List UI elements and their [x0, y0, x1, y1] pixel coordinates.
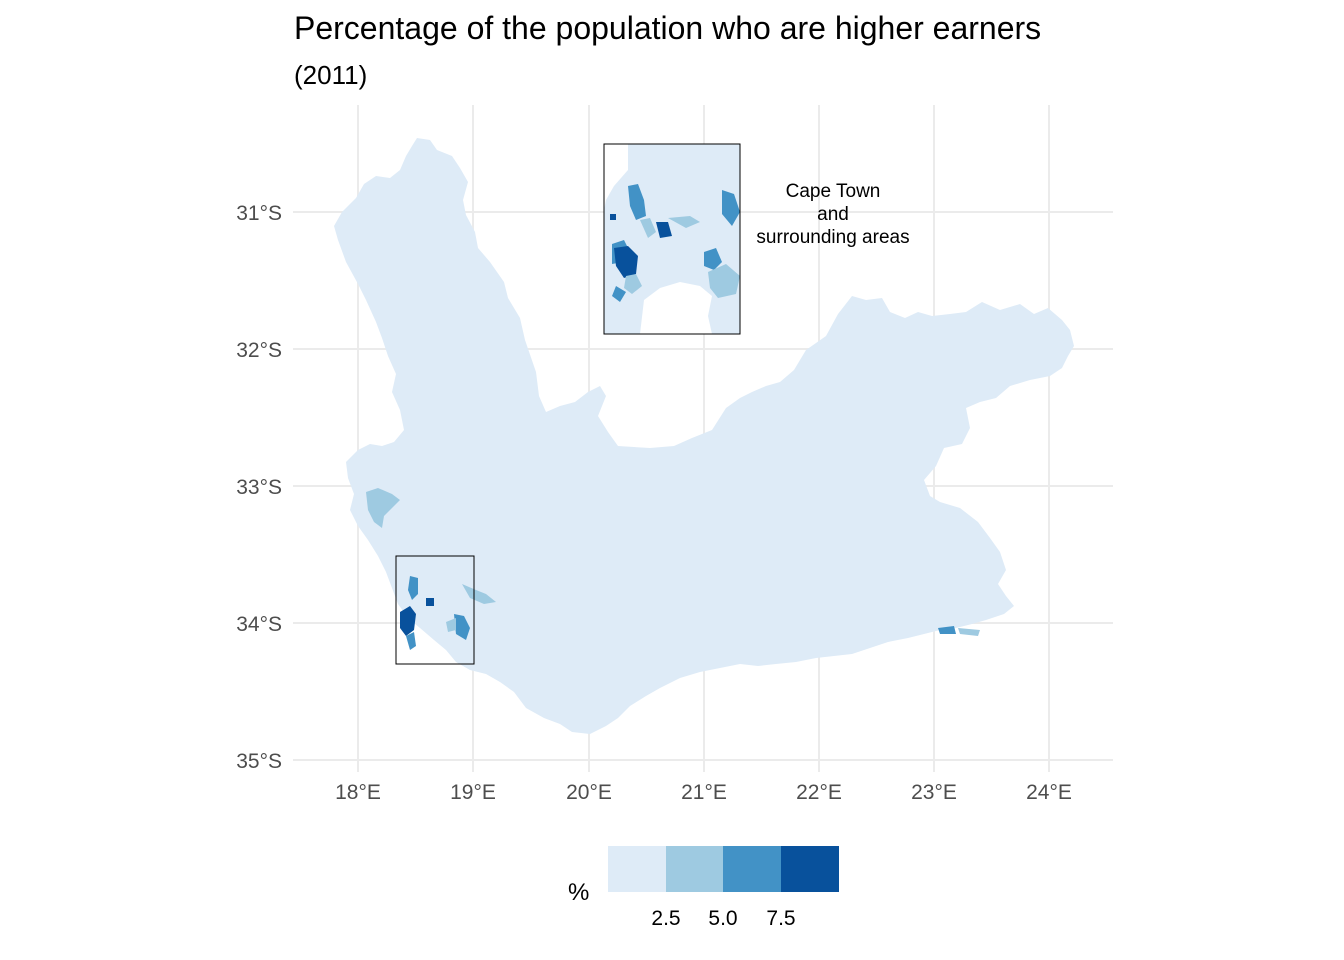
false-bay-sea: [640, 282, 712, 334]
district-somerset-west: [446, 618, 456, 632]
annotation-line-3: surrounding areas: [756, 227, 909, 248]
legend-title: %: [568, 879, 589, 906]
legend-swatch-1: [608, 846, 666, 892]
district-west-coast: [366, 488, 400, 528]
inset-district-7: [614, 246, 638, 278]
inset-district-3: [640, 218, 656, 238]
y-tick-32s: 32°S: [236, 339, 282, 362]
district-cape-town-north: [408, 576, 418, 600]
legend-tick-7-5: 7.5: [766, 907, 795, 930]
x-tick-19e: 19°E: [450, 781, 496, 804]
district-plett: [958, 628, 980, 636]
y-tick-35s: 35°S: [236, 750, 282, 773]
legend-tick-2-5: 2.5: [651, 907, 680, 930]
cape-town-locator-box: [395, 555, 475, 665]
chart-subtitle: (2011): [294, 60, 368, 90]
district-cape-town-centre: [400, 606, 416, 636]
inset-district-10: [704, 248, 722, 270]
y-tick-31s: 31°S: [236, 202, 282, 225]
legend-tick-5-0: 5.0: [708, 907, 737, 930]
district-durbanville: [426, 598, 434, 606]
inset-district-12: [722, 190, 740, 226]
cape-town-inset: [604, 144, 740, 334]
legend-swatch-4: [781, 846, 839, 892]
inset-district-4: [656, 222, 672, 238]
y-tick-33s: 33°S: [236, 476, 282, 499]
inset-district-5: [668, 216, 700, 228]
x-tick-21e: 21°E: [681, 781, 727, 804]
inset-district-9: [612, 286, 626, 302]
x-tick-23e: 23°E: [911, 781, 957, 804]
legend: % 2.5 5.0 7.5: [568, 846, 839, 930]
district-knysna: [938, 626, 956, 634]
inset-district-1: [628, 184, 646, 220]
inset-district-11: [708, 264, 740, 298]
inset-frame: [603, 143, 741, 335]
higher-earner-districts: [366, 488, 980, 650]
legend-swatch-3: [723, 846, 781, 892]
x-tick-22e: 22°E: [796, 781, 842, 804]
annotation-line-2: and: [817, 204, 849, 225]
x-tick-18e: 18°E: [335, 781, 381, 804]
x-tick-24e: 24°E: [1026, 781, 1072, 804]
legend-swatch-2: [666, 846, 723, 892]
inset-district-2: [610, 214, 616, 220]
western-cape-region: [334, 138, 1074, 734]
x-tick-20e: 20°E: [566, 781, 612, 804]
table-bay-sea: [604, 144, 628, 210]
chart-title: Percentage of the population who are hig…: [294, 10, 1042, 46]
district-stellenbosch: [454, 614, 470, 640]
inset-district-8: [624, 274, 642, 294]
district-cape-town-south: [406, 632, 416, 650]
y-tick-34s: 34°S: [236, 613, 282, 636]
district-paarl: [462, 584, 496, 604]
annotation-line-1: Cape Town: [786, 181, 881, 202]
